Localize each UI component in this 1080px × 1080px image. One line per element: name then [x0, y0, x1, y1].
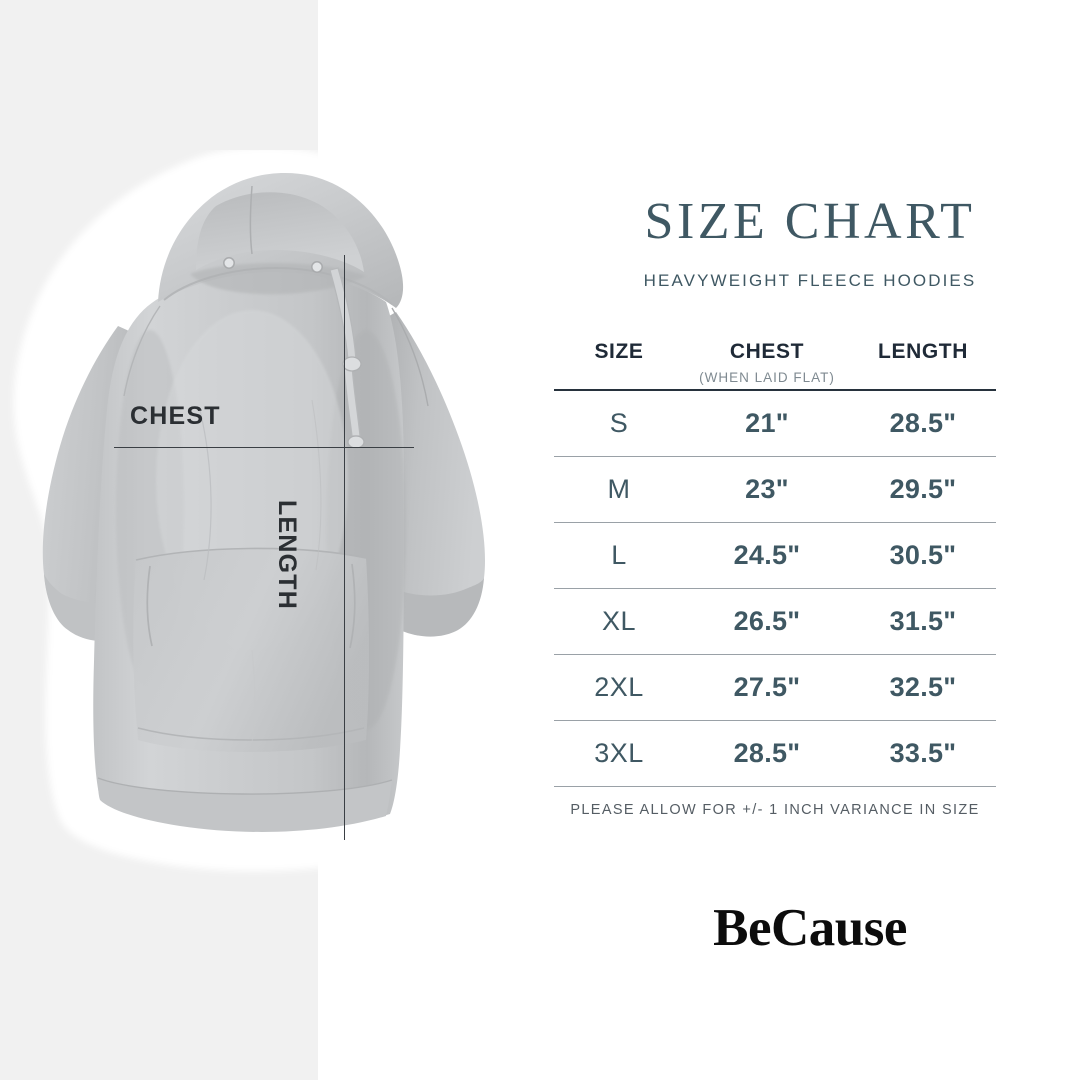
- size-chart-table: SIZE CHEST (WHEN LAID FLAT) LENGTH S 21"…: [554, 340, 996, 787]
- drawstring-right: [343, 365, 361, 437]
- cell-size: XL: [601, 606, 637, 636]
- cell-size: L: [611, 540, 627, 570]
- length-measurement-line: [344, 255, 345, 840]
- grommet-right: [311, 261, 323, 273]
- cell-length: 31.5": [889, 606, 957, 636]
- cell-length: 33.5": [889, 738, 957, 768]
- length-measurement-label: LENGTH: [273, 500, 301, 610]
- column-header-chest-label: CHEST: [729, 340, 805, 363]
- cell-length: 32.5": [889, 672, 957, 702]
- column-header-size-label: SIZE: [594, 340, 644, 363]
- brand-logo: BeCause: [713, 899, 907, 957]
- hem-top-seam: [97, 777, 393, 795]
- pocket-top-seam: [135, 547, 367, 561]
- table-row: XL 26.5" 31.5": [554, 589, 996, 655]
- cell-length: 30.5": [889, 540, 957, 570]
- pocket-opening-right: [349, 563, 356, 649]
- cell-chest: 21": [745, 408, 789, 438]
- variance-note: PLEASE ALLOW FOR +/- 1 INCH VARIANCE IN …: [570, 802, 980, 818]
- drawstring-knot-lower: [347, 435, 365, 449]
- cell-chest: 26.5": [733, 606, 801, 636]
- hoodie-product-image: [0, 150, 540, 890]
- size-chart-panel: SIZE CHART HEAVYWEIGHT FLEECE HOODIES SI…: [540, 0, 1080, 1080]
- cell-length: 28.5": [889, 408, 957, 438]
- table-header-row: SIZE CHEST (WHEN LAID FLAT) LENGTH: [554, 340, 996, 390]
- hood-crease: [249, 185, 253, 255]
- pocket-bottom-seam: [137, 727, 365, 741]
- cell-size: 3XL: [594, 738, 644, 768]
- fold-hint-3: [251, 649, 256, 743]
- shoulder-seam-right: [391, 307, 429, 407]
- column-header-length-label: LENGTH: [878, 340, 968, 363]
- table-row: 2XL 27.5" 32.5": [554, 655, 996, 721]
- right-cuff: [392, 578, 484, 637]
- hood-inner: [196, 192, 364, 272]
- column-header-chest: CHEST (WHEN LAID FLAT): [684, 340, 850, 390]
- cell-length: 29.5": [889, 474, 957, 504]
- column-header-size: SIZE: [554, 340, 684, 390]
- fold-hint-2: [311, 399, 322, 571]
- hood-neck-shadow: [190, 263, 366, 295]
- pocket-opening-left: [146, 565, 153, 647]
- chest-measurement-line: [114, 447, 414, 448]
- table-row: M 23" 29.5": [554, 457, 996, 523]
- column-header-length: LENGTH: [850, 340, 996, 390]
- cell-size: M: [607, 474, 631, 504]
- cell-chest: 27.5": [733, 672, 801, 702]
- table-row: 3XL 28.5" 33.5": [554, 721, 996, 787]
- table-row: L 24.5" 30.5": [554, 523, 996, 589]
- cell-size: 2XL: [594, 672, 644, 702]
- cell-chest: 24.5": [733, 540, 801, 570]
- kangaroo-pocket: [133, 548, 369, 752]
- column-header-chest-subnote: (WHEN LAID FLAT): [699, 370, 835, 385]
- grommet-left: [223, 257, 235, 269]
- page-title: SIZE CHART: [644, 193, 976, 250]
- fold-hint-1: [199, 409, 212, 581]
- chest-measurement-label: CHEST: [130, 402, 221, 430]
- table-row: S 21" 28.5": [554, 390, 996, 457]
- cell-chest: 23": [745, 474, 789, 504]
- shoulder-seam-left: [123, 305, 161, 397]
- drawstring-knot-upper: [342, 356, 362, 372]
- page-subtitle: HEAVYWEIGHT FLEECE HOODIES: [643, 271, 977, 290]
- cell-size: S: [609, 408, 629, 438]
- cell-chest: 28.5": [733, 738, 801, 768]
